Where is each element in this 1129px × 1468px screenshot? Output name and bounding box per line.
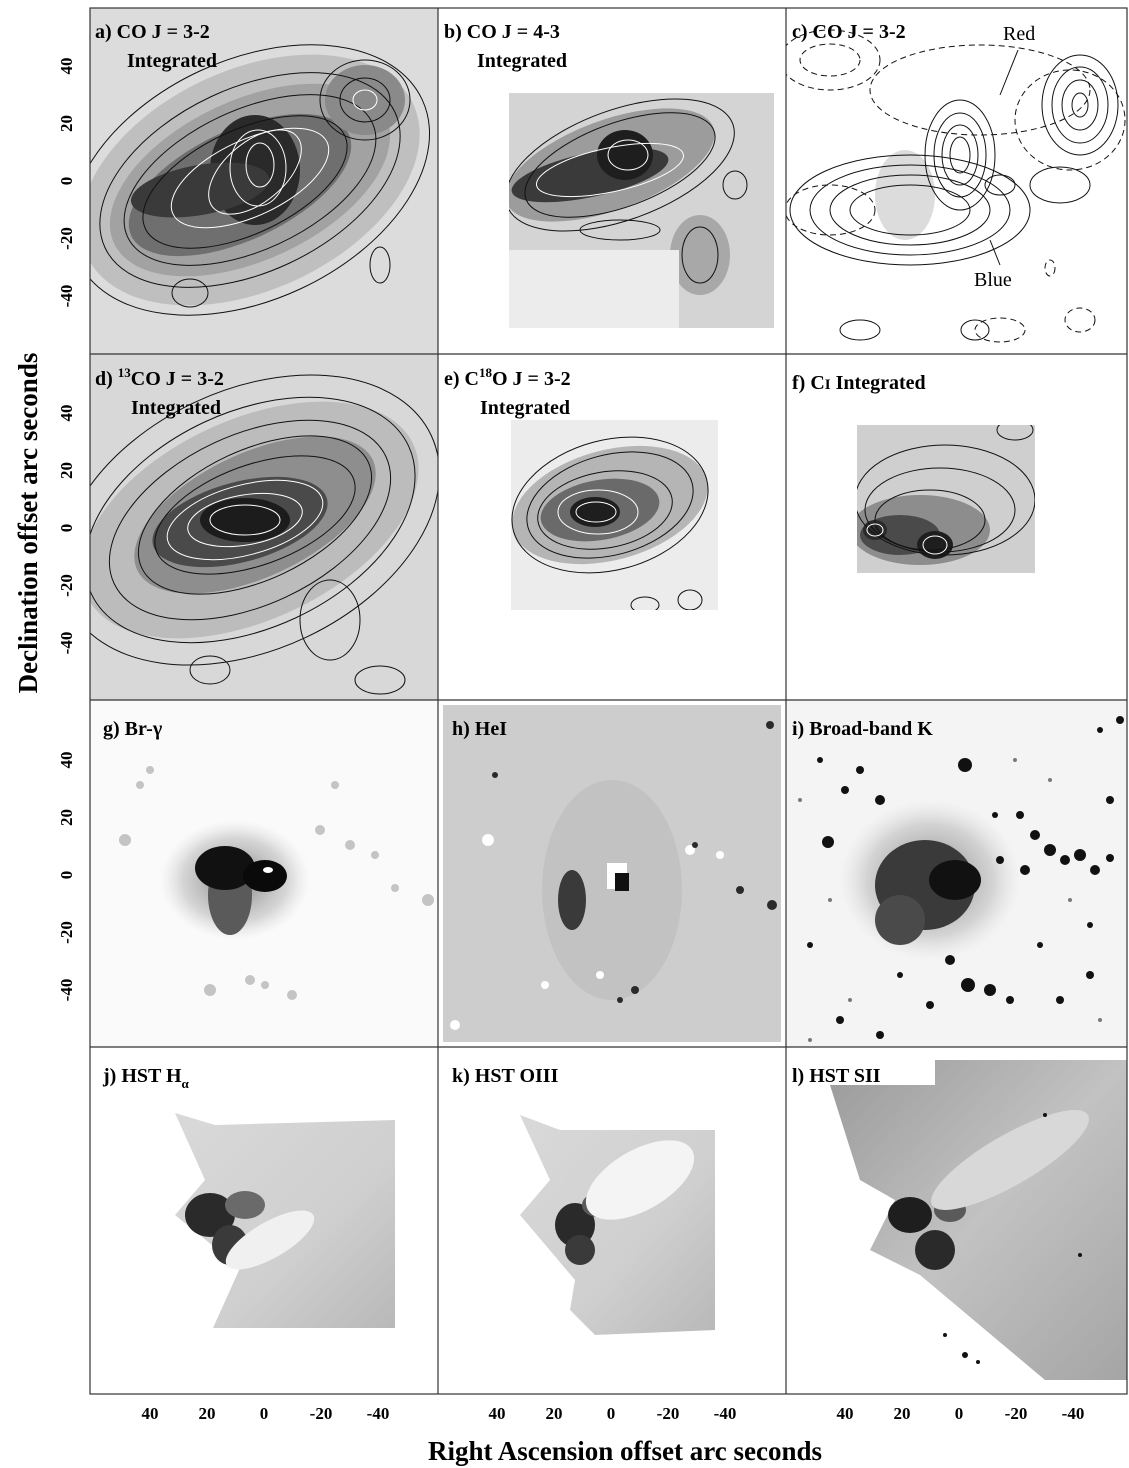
y-tick-label: 40 bbox=[57, 405, 76, 422]
x-tick-label: 20 bbox=[894, 1404, 911, 1423]
x-tick-label: 0 bbox=[955, 1404, 964, 1423]
panel-j-title: j) HST Hα bbox=[102, 1065, 190, 1091]
x-tick-label: 20 bbox=[546, 1404, 563, 1423]
panel-h-title: h) HeI bbox=[452, 718, 507, 740]
y-tick-label: -40 bbox=[57, 285, 76, 308]
x-tick-label: 40 bbox=[837, 1404, 854, 1423]
y-tick-label: 0 bbox=[57, 177, 76, 186]
panel-h bbox=[443, 705, 781, 1042]
panel-g bbox=[90, 700, 438, 1047]
panel-j bbox=[175, 1113, 395, 1328]
y-tick-label: -40 bbox=[57, 979, 76, 1002]
panel-b-subtitle: Integrated bbox=[477, 50, 567, 72]
y-tick-label: -20 bbox=[57, 574, 76, 597]
y-tick-label: 0 bbox=[57, 524, 76, 533]
panel-f bbox=[857, 425, 1035, 573]
x-axis-label: Right Ascension offset arc seconds bbox=[428, 1436, 822, 1466]
panel-c-red-label: Red bbox=[1003, 23, 1035, 45]
panel-e-subtitle: Integrated bbox=[480, 397, 570, 419]
panel-l bbox=[830, 1060, 1127, 1380]
panel-b-title: b) CO J = 4-3 bbox=[444, 21, 560, 43]
x-tick-label: -40 bbox=[714, 1404, 737, 1423]
panel-d-subtitle: Integrated bbox=[131, 397, 221, 419]
tick-labels: 40 20 0 -20 -40 40 20 0 -20 -40 40 20 0 -20 -40 40 20 0 -2… bbox=[57, 58, 1084, 1424]
panel-f-title: f) CI Integrated bbox=[792, 372, 926, 394]
x-tick-label: 40 bbox=[142, 1404, 159, 1423]
x-tick-label: -20 bbox=[1005, 1404, 1028, 1423]
panel-c bbox=[786, 8, 1127, 354]
panel-a-subtitle: Integrated bbox=[127, 50, 217, 72]
x-tick-label: -20 bbox=[310, 1404, 333, 1423]
panel-c-title: c) CO J = 3-2 bbox=[792, 21, 906, 43]
panel-d-title: d) 13CO J = 3-2 bbox=[95, 365, 224, 390]
y-tick-label: -20 bbox=[57, 227, 76, 250]
panel-i-title: i) Broad-band K bbox=[792, 718, 933, 740]
y-tick-label: -40 bbox=[57, 632, 76, 655]
y-tick-label: 40 bbox=[57, 752, 76, 769]
panel-l-title: l) HST SII bbox=[792, 1065, 881, 1087]
x-tick-label: 40 bbox=[489, 1404, 506, 1423]
x-tick-label: -40 bbox=[1062, 1404, 1085, 1423]
panel-a bbox=[90, 8, 438, 354]
y-tick-label: 20 bbox=[57, 462, 76, 479]
x-tick-label: -40 bbox=[367, 1404, 390, 1423]
panel-k bbox=[520, 1115, 715, 1335]
panel-grid-frame bbox=[89, 7, 1128, 1395]
panel-a-title: a) CO J = 3-2 bbox=[95, 21, 210, 43]
panel-k-title: k) HST OIII bbox=[452, 1065, 559, 1087]
y-axis-label: Declination offset arc seconds bbox=[13, 353, 43, 694]
x-tick-label: 20 bbox=[199, 1404, 216, 1423]
panel-b bbox=[509, 93, 774, 328]
panel-e-title: e) C18O J = 3-2 bbox=[444, 365, 571, 390]
x-tick-label: 0 bbox=[260, 1404, 269, 1423]
x-tick-label: -20 bbox=[657, 1404, 680, 1423]
panel-i bbox=[786, 700, 1127, 1047]
y-tick-label: 20 bbox=[57, 115, 76, 132]
y-tick-label: 40 bbox=[57, 58, 76, 75]
panel-e bbox=[511, 420, 718, 610]
x-tick-label: 0 bbox=[607, 1404, 616, 1423]
y-tick-label: 20 bbox=[57, 809, 76, 826]
y-tick-label: 0 bbox=[57, 871, 76, 880]
y-tick-label: -20 bbox=[57, 921, 76, 944]
panel-d bbox=[90, 354, 438, 700]
panel-g-title: g) Br-γ bbox=[103, 718, 163, 740]
panel-c-blue-label: Blue bbox=[974, 269, 1012, 291]
